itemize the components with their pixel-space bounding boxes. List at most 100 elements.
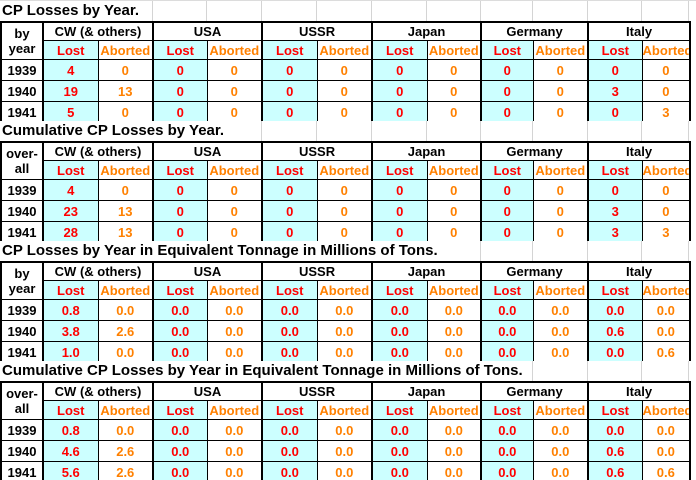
lost-value-cell[interactable]: 0.0 bbox=[587, 299, 643, 321]
country-header[interactable]: USSR bbox=[261, 262, 373, 281]
country-header[interactable]: Japan bbox=[371, 382, 482, 401]
aborted-value-cell[interactable]: 0 bbox=[426, 59, 482, 81]
aborted-value-cell[interactable]: 0 bbox=[532, 221, 589, 241]
year-cell[interactable]: 1940 bbox=[1, 80, 44, 102]
aborted-value-cell[interactable]: 0.6 bbox=[641, 461, 691, 480]
lost-value-cell[interactable]: 0.0 bbox=[480, 320, 534, 342]
lost-value-cell[interactable]: 0.6 bbox=[587, 440, 643, 462]
lost-value-cell[interactable]: 0 bbox=[261, 179, 318, 201]
aborted-header[interactable]: Aborted bbox=[426, 400, 482, 420]
aborted-value-cell[interactable]: 0.0 bbox=[641, 419, 691, 441]
aborted-value-cell[interactable]: 0 bbox=[532, 80, 589, 102]
aborted-value-cell[interactable]: 0 bbox=[316, 200, 373, 222]
year-cell[interactable]: 1939 bbox=[1, 179, 44, 201]
aborted-value-cell[interactable]: 0.0 bbox=[641, 299, 691, 321]
aborted-header[interactable]: Aborted bbox=[316, 40, 373, 60]
lost-value-cell[interactable]: 0 bbox=[371, 80, 428, 102]
aborted-value-cell[interactable]: 0.0 bbox=[316, 320, 373, 342]
section-title[interactable]: CP Losses by Year in Equivalent Tonnage … bbox=[0, 241, 442, 261]
aborted-value-cell[interactable]: 0 bbox=[426, 200, 482, 222]
lost-value-cell[interactable]: 0.0 bbox=[480, 341, 534, 361]
lost-header[interactable]: Lost bbox=[587, 160, 643, 180]
lost-value-cell[interactable]: 0 bbox=[261, 80, 318, 102]
section-title[interactable]: Cumulative CP Losses by Year in Equivale… bbox=[0, 361, 527, 381]
lost-header[interactable]: Lost bbox=[371, 160, 428, 180]
lost-value-cell[interactable]: 0.6 bbox=[587, 320, 643, 342]
lost-value-cell[interactable]: 0.0 bbox=[587, 341, 643, 361]
aborted-value-cell[interactable]: 0 bbox=[641, 80, 691, 102]
lost-header[interactable]: Lost bbox=[261, 280, 318, 300]
lost-value-cell[interactable]: 0.0 bbox=[480, 440, 534, 462]
lost-value-cell[interactable]: 0.0 bbox=[480, 419, 534, 441]
country-header[interactable]: Japan bbox=[371, 142, 482, 161]
aborted-header[interactable]: Aborted bbox=[532, 400, 589, 420]
lost-value-cell[interactable]: 0.8 bbox=[42, 299, 98, 321]
lost-header[interactable]: Lost bbox=[371, 40, 428, 60]
aborted-value-cell[interactable]: 0.0 bbox=[97, 341, 154, 361]
year-cell[interactable]: 1939 bbox=[1, 59, 44, 81]
lost-value-cell[interactable]: 0.6 bbox=[587, 461, 643, 480]
country-header[interactable]: CW (& others) bbox=[41, 22, 154, 41]
aborted-value-cell[interactable]: 0 bbox=[206, 221, 263, 241]
lost-value-cell[interactable]: 0.0 bbox=[261, 440, 318, 462]
country-header[interactable]: Italy bbox=[587, 22, 691, 41]
lost-value-cell[interactable]: 0 bbox=[587, 59, 643, 81]
country-header[interactable]: USSR bbox=[261, 382, 373, 401]
lost-header[interactable]: Lost bbox=[42, 40, 98, 60]
aborted-value-cell[interactable]: 0 bbox=[206, 179, 263, 201]
row-label-header[interactable]: by year bbox=[1, 262, 44, 300]
year-cell[interactable]: 1939 bbox=[1, 299, 44, 321]
aborted-value-cell[interactable]: 0 bbox=[97, 59, 154, 81]
aborted-value-cell[interactable]: 0.0 bbox=[641, 440, 691, 462]
aborted-value-cell[interactable]: 0.0 bbox=[532, 299, 589, 321]
lost-value-cell[interactable]: 0 bbox=[261, 101, 318, 121]
lost-value-cell[interactable]: 0.0 bbox=[371, 299, 428, 321]
lost-value-cell[interactable]: 0.0 bbox=[587, 419, 643, 441]
aborted-value-cell[interactable]: 2.6 bbox=[97, 440, 154, 462]
lost-value-cell[interactable]: 0 bbox=[480, 179, 534, 201]
aborted-value-cell[interactable]: 0.0 bbox=[426, 341, 482, 361]
country-header[interactable]: Italy bbox=[587, 262, 691, 281]
lost-value-cell[interactable]: 0 bbox=[371, 59, 428, 81]
year-cell[interactable]: 1940 bbox=[1, 200, 44, 222]
lost-value-cell[interactable]: 0.0 bbox=[371, 440, 428, 462]
aborted-value-cell[interactable]: 2.6 bbox=[97, 461, 154, 480]
lost-value-cell[interactable]: 28 bbox=[42, 221, 98, 241]
lost-value-cell[interactable]: 4 bbox=[42, 59, 98, 81]
row-label-header[interactable]: by year bbox=[1, 22, 44, 60]
aborted-value-cell[interactable]: 0 bbox=[641, 179, 691, 201]
aborted-value-cell[interactable]: 0.0 bbox=[206, 461, 263, 480]
aborted-value-cell[interactable]: 0.6 bbox=[641, 341, 691, 361]
aborted-value-cell[interactable]: 0.0 bbox=[316, 299, 373, 321]
aborted-header[interactable]: Aborted bbox=[206, 400, 263, 420]
aborted-value-cell[interactable]: 3 bbox=[641, 101, 691, 121]
lost-header[interactable]: Lost bbox=[480, 160, 534, 180]
lost-header[interactable]: Lost bbox=[152, 400, 208, 420]
lost-header[interactable]: Lost bbox=[587, 280, 643, 300]
aborted-value-cell[interactable]: 0 bbox=[316, 80, 373, 102]
lost-value-cell[interactable]: 3 bbox=[587, 80, 643, 102]
aborted-value-cell[interactable]: 0.0 bbox=[316, 461, 373, 480]
lost-value-cell[interactable]: 0.0 bbox=[152, 461, 208, 480]
lost-header[interactable]: Lost bbox=[261, 400, 318, 420]
year-cell[interactable]: 1941 bbox=[1, 221, 44, 241]
lost-value-cell[interactable]: 0.0 bbox=[152, 341, 208, 361]
lost-value-cell[interactable]: 0.0 bbox=[371, 461, 428, 480]
aborted-value-cell[interactable]: 0 bbox=[206, 101, 263, 121]
aborted-value-cell[interactable]: 2.6 bbox=[97, 320, 154, 342]
lost-value-cell[interactable]: 0 bbox=[261, 221, 318, 241]
lost-value-cell[interactable]: 0 bbox=[480, 200, 534, 222]
lost-value-cell[interactable]: 0 bbox=[587, 101, 643, 121]
lost-value-cell[interactable]: 0 bbox=[261, 59, 318, 81]
aborted-value-cell[interactable]: 0 bbox=[426, 101, 482, 121]
lost-header[interactable]: Lost bbox=[261, 160, 318, 180]
aborted-value-cell[interactable]: 0 bbox=[206, 80, 263, 102]
lost-header[interactable]: Lost bbox=[587, 40, 643, 60]
lost-value-cell[interactable]: 0.8 bbox=[42, 419, 98, 441]
lost-header[interactable]: Lost bbox=[261, 40, 318, 60]
lost-value-cell[interactable]: 0.0 bbox=[371, 320, 428, 342]
country-header[interactable]: Germany bbox=[480, 142, 589, 161]
aborted-value-cell[interactable]: 0.0 bbox=[426, 440, 482, 462]
aborted-header[interactable]: Aborted bbox=[316, 280, 373, 300]
aborted-value-cell[interactable]: 13 bbox=[97, 221, 154, 241]
